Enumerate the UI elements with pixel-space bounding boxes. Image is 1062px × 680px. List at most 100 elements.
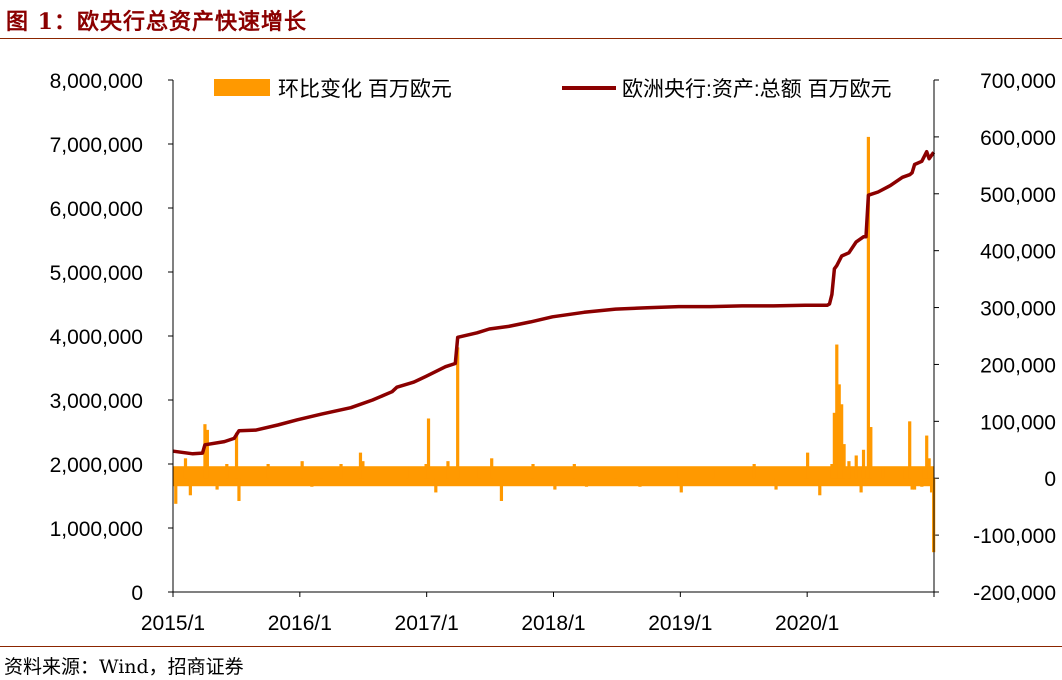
bar (584, 478, 589, 487)
title-rule (0, 38, 1062, 39)
x-tick-label: 2018/1 (521, 612, 585, 635)
source-note: 资料来源：Wind，招商证券 (4, 656, 244, 678)
bar (835, 344, 839, 479)
bar (837, 384, 841, 479)
x-tick-label: 2016/1 (268, 612, 332, 635)
total-assets-line-group (173, 149, 936, 456)
right-tick-label: 500,000 (980, 184, 1056, 207)
bar (188, 478, 192, 496)
left-tick-label: 2,000,000 (50, 454, 143, 477)
bar (426, 418, 431, 479)
bar (446, 461, 450, 479)
bar (358, 452, 363, 479)
bar (456, 347, 460, 479)
bar (310, 478, 314, 487)
bar (840, 404, 844, 479)
bar (215, 478, 219, 490)
x-tick-label: 2020/1 (775, 612, 839, 635)
bar (225, 464, 229, 479)
bar (903, 466, 907, 479)
bar (572, 464, 576, 479)
bar (929, 478, 934, 493)
bar (866, 136, 870, 479)
figure-title: 图 1：欧央行总资产快速增长 (6, 9, 307, 35)
source-rule (0, 646, 1062, 647)
change-bars (173, 136, 936, 553)
left-tick-label: 4,000,000 (50, 326, 143, 349)
bar (925, 435, 929, 479)
left-tick-label: 8,000,000 (50, 70, 143, 93)
bar (832, 412, 836, 479)
bar (861, 449, 866, 479)
bar (405, 466, 409, 479)
bar (614, 466, 618, 479)
right-tick-label: -200,000 (973, 582, 1056, 605)
bar (881, 466, 885, 479)
bar (203, 424, 207, 479)
bar (830, 464, 834, 479)
right-tick-label: -100,000 (973, 525, 1056, 548)
bar (499, 478, 504, 501)
right-tick-label: 200,000 (980, 354, 1056, 377)
bar (920, 478, 924, 487)
bar (424, 464, 428, 479)
bar (677, 466, 681, 479)
bar (752, 464, 756, 479)
bar (183, 458, 188, 479)
bar (803, 466, 807, 479)
bar (774, 478, 778, 490)
bar (553, 478, 557, 490)
bar (490, 458, 494, 479)
bar (477, 466, 482, 479)
bar (679, 478, 683, 493)
bar (531, 464, 535, 479)
left-tick-label: 6,000,000 (50, 198, 143, 221)
right-tick-label: 100,000 (980, 411, 1056, 434)
bar (910, 478, 914, 490)
bar (361, 461, 365, 479)
bar (927, 458, 931, 479)
bar (908, 421, 912, 479)
bar (237, 478, 241, 501)
left-tick-label: 3,000,000 (50, 390, 143, 413)
bar (854, 455, 858, 479)
bar (234, 432, 239, 479)
legend-label-line: 欧洲央行:资产:总额 百万欧元 (622, 78, 892, 101)
right-tick-label: 700,000 (980, 70, 1056, 93)
bar (638, 478, 642, 487)
bar (319, 466, 324, 479)
bar (174, 478, 178, 504)
bar (912, 478, 917, 490)
legend: 环比变化 百万欧元 欧洲央行:资产:总额 百万欧元 (214, 78, 892, 101)
right-tick-label: 400,000 (980, 241, 1056, 264)
left-axis: 0 1,000,000 2,000,000 3,000,000 4,000,000 5,0… (50, 70, 173, 605)
bar (859, 478, 863, 493)
bar (847, 461, 851, 479)
bar (806, 452, 810, 479)
left-tick-label: 7,000,000 (50, 134, 143, 157)
legend-label-bar: 环比变化 百万欧元 (278, 78, 452, 101)
bar (266, 464, 270, 479)
x-tick-label: 2015/1 (141, 612, 205, 635)
chart: 0 1,000,000 2,000,000 3,000,000 4,000,000 5,0… (50, 70, 1056, 635)
bar (205, 429, 209, 479)
total-assets-line (173, 149, 936, 456)
x-tick-label: 2019/1 (648, 612, 712, 635)
bar (898, 478, 902, 484)
right-tick-label: 300,000 (980, 298, 1056, 321)
left-tick-label: 1,000,000 (50, 518, 143, 541)
right-tick-label: 600,000 (980, 127, 1056, 150)
legend-swatch-bar (214, 79, 270, 96)
bar (339, 464, 343, 479)
bar (711, 469, 715, 479)
right-axis: -200,000 -100,000 0 100,000 200,000 300,000 40… (934, 70, 1056, 605)
left-tick-label: 0 (131, 582, 143, 605)
bar (869, 427, 873, 479)
x-axis: 2015/1 2016/1 2017/1 2018/1 2019/1 2020/1 (141, 592, 935, 635)
bar (842, 444, 846, 479)
bar (300, 461, 304, 479)
right-tick-label: 0 (1044, 468, 1056, 491)
bar (434, 478, 438, 493)
left-tick-label: 5,000,000 (50, 262, 143, 285)
x-tick-label: 2017/1 (395, 612, 459, 635)
